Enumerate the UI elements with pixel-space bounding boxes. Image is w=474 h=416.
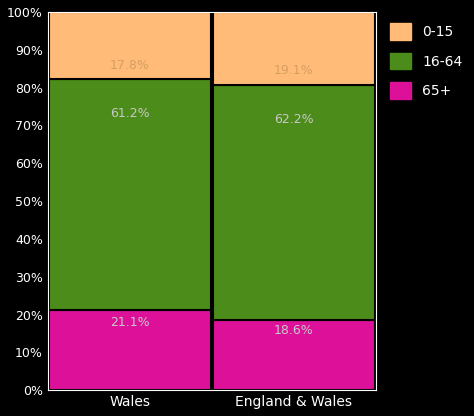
Legend: 0-15, 16-64, 65+: 0-15, 16-64, 65+ — [386, 19, 467, 103]
Bar — [213, 84, 375, 320]
Text: 21.1%: 21.1% — [110, 316, 150, 329]
Bar — [213, 12, 375, 84]
Text: 19.1%: 19.1% — [274, 64, 314, 77]
Bar — [48, 310, 211, 390]
Text: 61.2%: 61.2% — [110, 107, 150, 120]
Bar — [213, 320, 375, 390]
Text: 18.6%: 18.6% — [274, 324, 314, 337]
Text: 62.2%: 62.2% — [274, 113, 314, 126]
Bar — [48, 12, 211, 79]
Bar — [48, 79, 211, 310]
Text: 17.8%: 17.8% — [110, 59, 150, 72]
